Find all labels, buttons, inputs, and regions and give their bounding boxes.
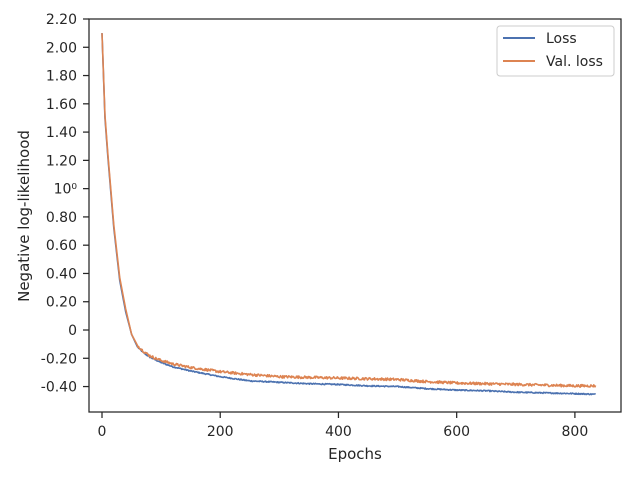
series-line-val-loss (101, 33, 597, 388)
y-tick-label: 2.20 (46, 12, 77, 28)
y-axis-ticks: 2.20 2.00 1.80 1.60 1.40 1.20 10⁰ 0.80 0.60 0.40 0… (41, 12, 89, 396)
y-tick-label: 10⁰ (54, 182, 78, 198)
legend-label-loss: Loss (546, 31, 577, 47)
y-tick-label: 1.60 (46, 97, 77, 113)
x-axis-ticks: 0 200 400 600 800 (98, 412, 589, 440)
y-tick-label: 1.40 (46, 125, 77, 141)
x-tick-label: 0 (98, 424, 107, 440)
y-tick-label: 1.80 (46, 69, 77, 85)
y-tick-label: -0.20 (41, 351, 77, 367)
series-line-loss (101, 33, 597, 396)
plot-frame (88, 18, 622, 413)
x-tick-label: 800 (562, 424, 589, 440)
y-tick-label: 2.00 (46, 40, 77, 56)
y-tick-label: 1.20 (46, 153, 77, 169)
y-axis-label: Negative log-likelihood (15, 130, 33, 302)
y-tick-label: 0.60 (46, 238, 77, 254)
x-axis-label: Epochs (328, 445, 382, 463)
y-tick-label: 0.80 (46, 210, 77, 226)
x-tick-label: 200 (207, 424, 234, 440)
x-tick-label: 600 (443, 424, 470, 440)
x-tick-label: 400 (325, 424, 352, 440)
y-tick-label: 0.20 (46, 295, 77, 311)
y-tick-label: -0.40 (41, 380, 77, 396)
legend-label-val-loss: Val. loss (546, 54, 603, 70)
y-tick-label: 0.40 (46, 266, 77, 282)
series-layer (101, 33, 597, 396)
legend: Loss Val. loss (496, 25, 615, 77)
y-tick-label: 0 (68, 323, 77, 339)
